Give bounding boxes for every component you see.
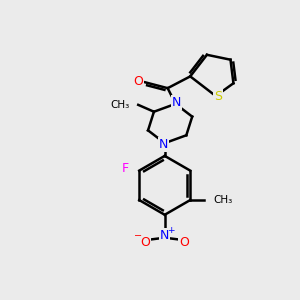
Text: O: O <box>179 236 189 249</box>
Text: N: N <box>159 138 168 151</box>
Text: N: N <box>172 96 181 110</box>
Text: N: N <box>160 229 169 242</box>
Text: −: − <box>134 231 142 242</box>
Text: S: S <box>214 91 222 103</box>
Text: O: O <box>133 75 143 88</box>
Text: CH₃: CH₃ <box>110 100 129 110</box>
Text: CH₃: CH₃ <box>214 195 233 205</box>
Text: F: F <box>121 162 128 175</box>
Text: +: + <box>167 226 174 235</box>
Text: O: O <box>140 236 150 249</box>
